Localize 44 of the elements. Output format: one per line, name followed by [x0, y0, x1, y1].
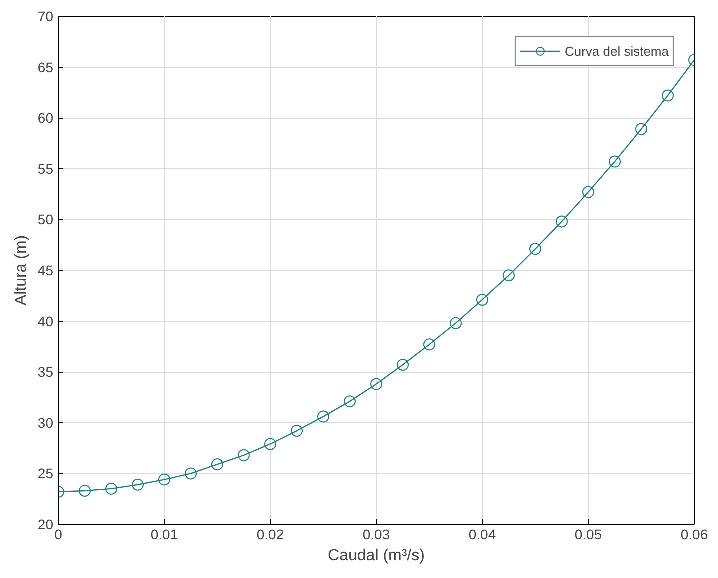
point — [158, 474, 170, 486]
y-tick-label: 70 — [38, 8, 54, 24]
x-tick-label: 0.02 — [256, 526, 284, 542]
point — [344, 396, 356, 408]
x-tick-label: 0 — [54, 526, 63, 542]
point — [238, 449, 250, 462]
x-tick-label: 0.04 — [468, 526, 496, 542]
y-tick-label: 60 — [38, 110, 54, 126]
point — [476, 294, 488, 306]
x-tick-label: 0.03 — [362, 526, 390, 542]
legend-label: Curva del sistema — [564, 44, 669, 58]
point — [185, 468, 197, 480]
y-tick-label: 30 — [38, 414, 54, 431]
point — [370, 378, 382, 390]
point — [582, 186, 594, 198]
y-tick-label: 20 — [38, 516, 54, 532]
x-tick-label: 0.06 — [680, 526, 708, 542]
point — [397, 359, 409, 371]
point — [132, 478, 144, 491]
point — [106, 482, 118, 495]
x-tick-label: 0.01 — [150, 526, 178, 542]
point — [264, 438, 276, 450]
point — [503, 270, 515, 282]
y-tick-label: 25 — [38, 466, 54, 482]
x-tick-label: 0.05 — [574, 526, 602, 542]
point — [530, 243, 542, 256]
point — [556, 216, 568, 228]
point — [424, 338, 436, 351]
point — [662, 90, 674, 102]
point — [291, 425, 303, 438]
y-tick-label: 40 — [38, 313, 54, 330]
point — [79, 484, 91, 497]
y-tick-label: 50 — [38, 212, 54, 228]
point — [609, 156, 621, 168]
y-tick-label: 35 — [38, 364, 54, 380]
y-tick-label: 55 — [38, 160, 54, 177]
y-tick-label: 65 — [38, 59, 54, 76]
point — [450, 317, 462, 330]
point — [212, 458, 224, 471]
y-axis-title: Altura (m) — [12, 235, 30, 306]
y-tick-label: 45 — [38, 262, 54, 278]
point — [318, 410, 330, 423]
x-axis-title: Caudal (m³/s) — [328, 548, 425, 564]
point — [636, 123, 648, 136]
